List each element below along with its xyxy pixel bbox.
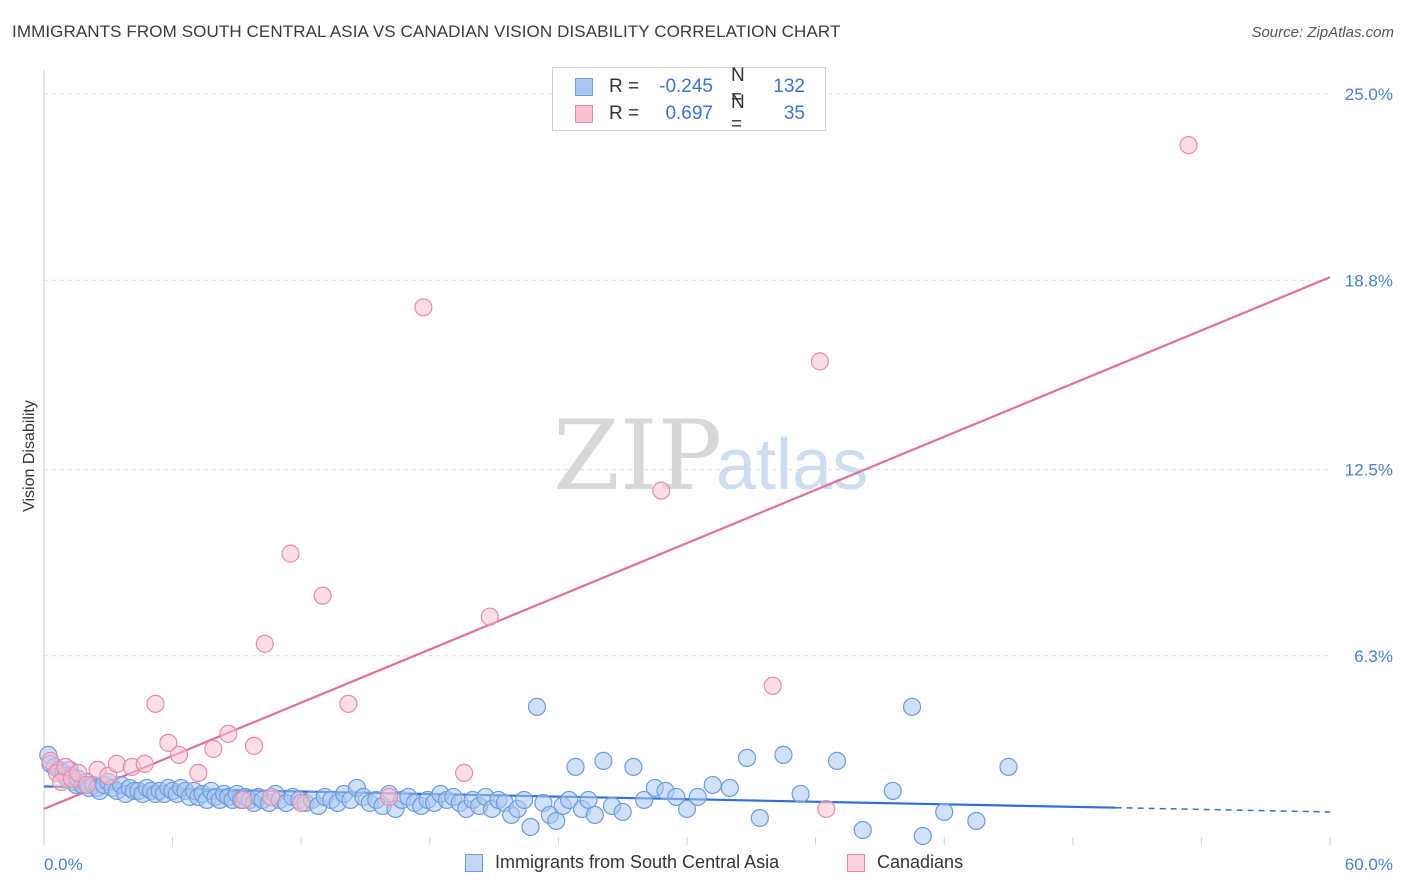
point-immigrants xyxy=(913,826,932,846)
point-canadians xyxy=(244,736,264,755)
trend-line-immigrants-extrapolated xyxy=(1115,806,1331,813)
y-tick-labels: 6.3% 12.5% 18.8% 25.0% xyxy=(1345,85,1393,666)
point-canadians xyxy=(204,739,223,758)
point-canadians xyxy=(281,544,300,563)
source-label: Source: ZipAtlas.com xyxy=(1251,24,1394,41)
point-canadians xyxy=(159,733,178,752)
point-canadians xyxy=(262,787,281,807)
point-immigrants xyxy=(688,787,707,807)
point-canadians xyxy=(810,352,829,371)
data-points xyxy=(39,135,1198,846)
point-immigrants xyxy=(883,781,902,801)
watermark-atlas: atlas xyxy=(716,425,868,505)
grid-lines xyxy=(44,93,1330,657)
legend-swatch-canadians xyxy=(575,105,593,123)
y-tick-label: 25.0% xyxy=(1345,85,1393,104)
x-tick-label-max: 60.0% xyxy=(1345,855,1393,874)
bottom-legend-swatch-canadians xyxy=(847,853,865,872)
point-immigrants xyxy=(547,811,566,831)
legend-r-label: R = xyxy=(609,76,640,97)
legend-r-value: -0.245 xyxy=(659,76,713,97)
point-canadians xyxy=(480,607,499,626)
point-immigrants xyxy=(613,802,632,822)
point-immigrants xyxy=(827,751,847,770)
y-tick-label: 18.8% xyxy=(1345,271,1393,290)
point-immigrants xyxy=(635,790,654,810)
x-tick-label-min: 0.0% xyxy=(44,855,83,874)
point-canadians xyxy=(146,694,165,713)
point-canadians xyxy=(1179,135,1198,155)
point-immigrants xyxy=(521,817,540,837)
point-immigrants xyxy=(594,751,613,770)
y-tick-label: 6.3% xyxy=(1354,647,1393,666)
y-axis-label: Vision Disability xyxy=(21,400,38,512)
point-immigrants xyxy=(967,811,986,831)
legend-n-value: 132 xyxy=(773,76,805,97)
point-canadians xyxy=(135,754,154,773)
bottom-legend-label-canadians: Canadians xyxy=(877,852,964,872)
point-canadians xyxy=(189,763,208,783)
point-canadians xyxy=(414,298,433,317)
bottom-legend-canadians: Canadians xyxy=(847,852,963,873)
legend-row-immigrants: R = -0.245 N = 132 xyxy=(575,65,805,108)
legend-r-label: R = xyxy=(609,103,640,124)
y-tick-label: 12.5% xyxy=(1345,461,1393,480)
point-immigrants xyxy=(737,748,757,767)
point-immigrants xyxy=(527,697,547,716)
point-immigrants xyxy=(560,790,579,810)
legend-r-value: 0.697 xyxy=(665,103,713,124)
point-immigrants xyxy=(853,820,872,840)
bottom-legend-label-immigrants: Immigrants from South Central Asia xyxy=(495,852,780,872)
chart-title: IMMIGRANTS FROM SOUTH CENTRAL ASIA VS CA… xyxy=(12,22,841,41)
legend-swatch-immigrants xyxy=(575,78,593,96)
point-canadians xyxy=(379,787,399,807)
point-immigrants xyxy=(566,757,585,776)
point-immigrants xyxy=(703,775,722,795)
bottom-legend-immigrants: Immigrants from South Central Asia xyxy=(465,852,779,873)
point-canadians xyxy=(817,799,836,819)
point-canadians xyxy=(169,745,189,764)
point-immigrants xyxy=(515,790,534,810)
point-immigrants xyxy=(667,787,686,807)
legend-row-canadians: R = 0.697 N = 35 xyxy=(575,92,805,135)
point-canadians xyxy=(255,634,274,653)
point-immigrants xyxy=(999,757,1018,776)
legend-n-label: N = xyxy=(731,92,745,135)
watermark: ZIP atlas xyxy=(553,400,868,512)
point-immigrants xyxy=(791,784,810,804)
point-canadians xyxy=(107,754,126,773)
watermark-zip: ZIP xyxy=(553,400,722,512)
point-immigrants xyxy=(585,805,604,825)
point-immigrants xyxy=(579,790,598,810)
point-canadians xyxy=(763,676,782,695)
point-canadians xyxy=(652,481,671,500)
point-canadians xyxy=(454,763,474,783)
point-immigrants xyxy=(902,697,922,716)
point-canadians xyxy=(292,793,311,813)
point-immigrants xyxy=(750,808,769,828)
point-immigrants xyxy=(720,778,739,798)
trend-line-canadians xyxy=(43,276,1331,810)
correlation-legend: R = -0.245 N = 132 R = 0.697 N = 35 xyxy=(552,65,826,135)
x-tick-marks xyxy=(43,837,1331,845)
bottom-legend-swatch-immigrants xyxy=(465,853,483,872)
point-immigrants xyxy=(935,802,954,822)
point-canadians xyxy=(339,694,358,713)
point-canadians xyxy=(234,790,253,810)
point-canadians xyxy=(219,724,238,743)
point-immigrants xyxy=(774,745,793,764)
point-canadians xyxy=(77,775,96,795)
legend-n-label: N = xyxy=(731,65,745,108)
point-canadians xyxy=(313,586,332,605)
legend-n-value: 35 xyxy=(783,103,805,124)
point-immigrants xyxy=(624,757,643,776)
point-immigrants xyxy=(677,799,697,819)
